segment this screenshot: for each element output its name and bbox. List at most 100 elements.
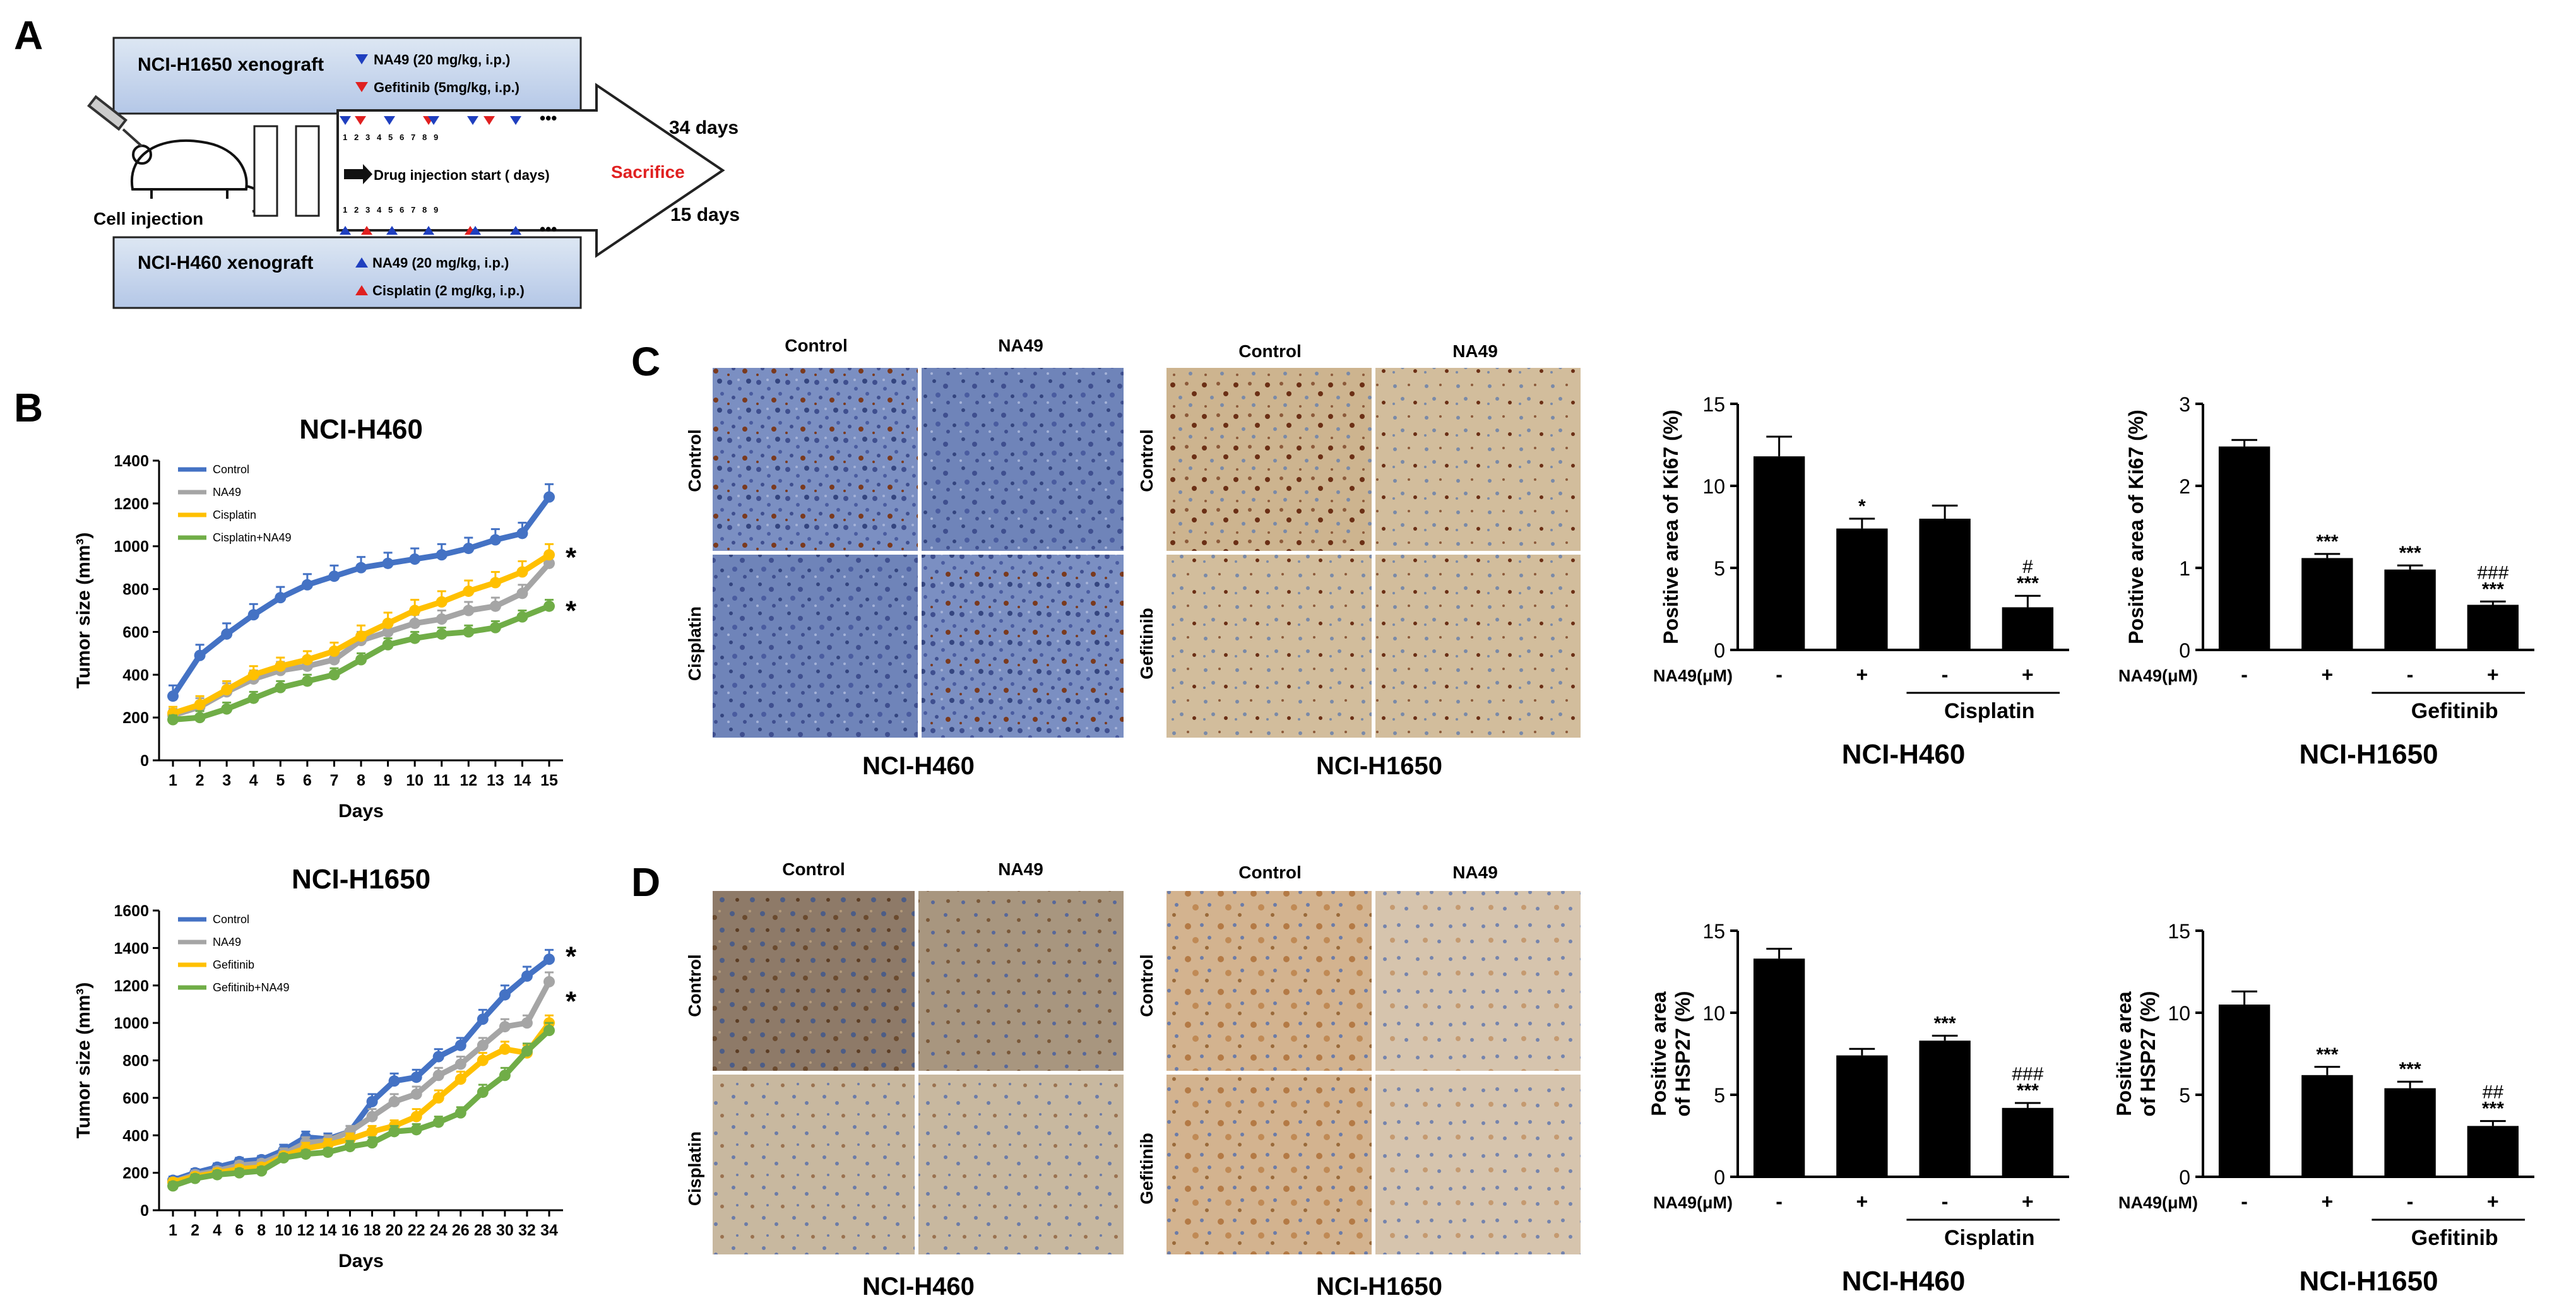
data-point: [499, 989, 511, 1001]
data-point: [322, 1146, 334, 1158]
panel-letter-d: D: [631, 859, 660, 905]
ihc-c-h1650: Control NA49 Control Gefitinib NCI-H1650: [1137, 341, 1581, 780]
significance-mark: ###: [2012, 1064, 2043, 1085]
data-point: [221, 703, 233, 715]
data-point: [543, 600, 555, 612]
x-tick-label: 30: [496, 1222, 514, 1239]
ihc-c-h460-row-cisplatin: Cisplatin: [685, 606, 704, 681]
data-point: [167, 690, 179, 702]
data-point: [410, 1071, 422, 1083]
data-point: [516, 587, 528, 599]
cell-line-label: NCI-H460: [1842, 739, 1966, 770]
ihc-d-h1650-label: NCI-H1650: [1316, 1273, 1442, 1300]
data-point: [454, 1073, 466, 1085]
x-tick-label: 6: [235, 1222, 244, 1239]
x-tick-label: 10: [275, 1222, 292, 1239]
legend-label: Gefitinib+NA49: [213, 981, 290, 994]
ihc-d-h1650-row-gefitinib: Gefitinib: [1137, 1133, 1156, 1205]
bar: [2002, 1107, 2054, 1177]
significance-mark: *: [566, 542, 577, 573]
y-tick-label: 1200: [114, 495, 149, 513]
data-point: [388, 1075, 400, 1087]
marker-cisplatin-icon: [355, 285, 368, 295]
x-tick-label: 13: [487, 772, 504, 789]
category-label: -: [2407, 663, 2414, 686]
svg-text:2: 2: [354, 133, 359, 142]
data-point: [410, 1088, 422, 1100]
row-label: NA49(μM): [1653, 666, 1733, 685]
data-point: [300, 1148, 312, 1160]
data-point: [516, 566, 528, 578]
data-point: [388, 1126, 400, 1138]
bar: [2218, 446, 2270, 650]
y-tick-label: 1000: [114, 1015, 149, 1032]
ihc-c-h460-col-na49: NA49: [998, 336, 1043, 355]
x-tick-label: 34: [540, 1222, 558, 1239]
schematic-a: NCI-H1650 xenograft NA49 (20 mg/kg, i.p.…: [87, 37, 740, 309]
y-tick-label: 1400: [114, 940, 149, 957]
group-label: Gefitinib: [2411, 1226, 2498, 1250]
category-label: -: [2241, 663, 2248, 686]
x-tick-label: 8: [357, 772, 365, 789]
ihc-image: [713, 368, 918, 551]
data-point: [489, 577, 501, 589]
data-point: [328, 570, 340, 582]
ihc-d-h1650: Control NA49 Control Gefitinib NCI-H1650: [1137, 863, 1581, 1300]
legend-label: Gefitinib: [213, 958, 254, 971]
legend-label: Cisplatin+NA49: [213, 531, 292, 544]
data-point: [221, 628, 233, 640]
chart-title: NCI-H460: [299, 414, 423, 445]
y-tick-label: 15: [2168, 920, 2190, 943]
y-tick-label: 200: [122, 1165, 149, 1182]
svg-text:3: 3: [365, 133, 370, 142]
bar: [2384, 569, 2436, 650]
y-axis-label: Tumor size (mm³): [73, 533, 94, 689]
category-label: -: [2241, 1190, 2248, 1213]
data-point: [436, 613, 448, 625]
significance-mark: *: [566, 986, 577, 1017]
legend-label: Control: [213, 913, 249, 926]
top-day-numbers: 1 2 3 4 5 6 7 8 9: [343, 133, 438, 142]
significance-mark: *: [566, 941, 577, 972]
category-label: +: [2022, 1190, 2034, 1213]
category-label: +: [2322, 1190, 2334, 1213]
svg-text:9: 9: [434, 133, 438, 142]
y-tick-label: 10: [1702, 1002, 1725, 1025]
y-tick-label: 600: [122, 623, 149, 641]
svg-text:6: 6: [400, 133, 404, 142]
legend-label: Cisplatin: [213, 509, 256, 521]
ihc-image: [1166, 555, 1372, 738]
bar: [2218, 1005, 2270, 1177]
x-tick-label: 10: [406, 772, 424, 789]
svg-text:7: 7: [411, 133, 415, 142]
ihc-image: [1375, 1075, 1581, 1254]
x-tick-label: 26: [452, 1222, 470, 1239]
data-point: [278, 1152, 290, 1164]
svg-text:5: 5: [388, 133, 393, 142]
data-point: [256, 1165, 268, 1177]
ihc-image: [918, 891, 1124, 1071]
sacrifice-label: Sacrifice: [611, 162, 685, 182]
bar-chart-hsp27-h460: 0 5 10 15 Positive area of HSP27 (%) - + *** - ***…: [1647, 920, 2069, 1297]
h460-legend-na49: NA49 (20 mg/kg, i.p.): [372, 255, 509, 271]
ihc-image: [1166, 368, 1372, 551]
ihc-c-h1650-col-control: Control: [1238, 341, 1302, 361]
data-point: [409, 604, 421, 616]
y-tick-label: 0: [1714, 639, 1725, 662]
y-tick-label: 15: [1702, 920, 1725, 943]
bar: [1753, 456, 1805, 650]
data-point: [543, 549, 555, 561]
svg-text:1: 1: [343, 205, 347, 215]
bar: [1836, 1055, 1888, 1177]
data-point: [355, 654, 367, 666]
ihc-image: [1375, 368, 1581, 551]
x-axis-label: Days: [338, 801, 384, 822]
ihc-image: [1166, 891, 1372, 1071]
data-point: [221, 684, 233, 696]
data-point: [521, 1017, 533, 1029]
y-tick-label: 5: [1714, 1084, 1725, 1107]
group-label: Cisplatin: [1944, 1226, 2035, 1250]
svg-text:7: 7: [411, 205, 415, 215]
ihc-c-h1650-label: NCI-H1650: [1316, 752, 1442, 780]
